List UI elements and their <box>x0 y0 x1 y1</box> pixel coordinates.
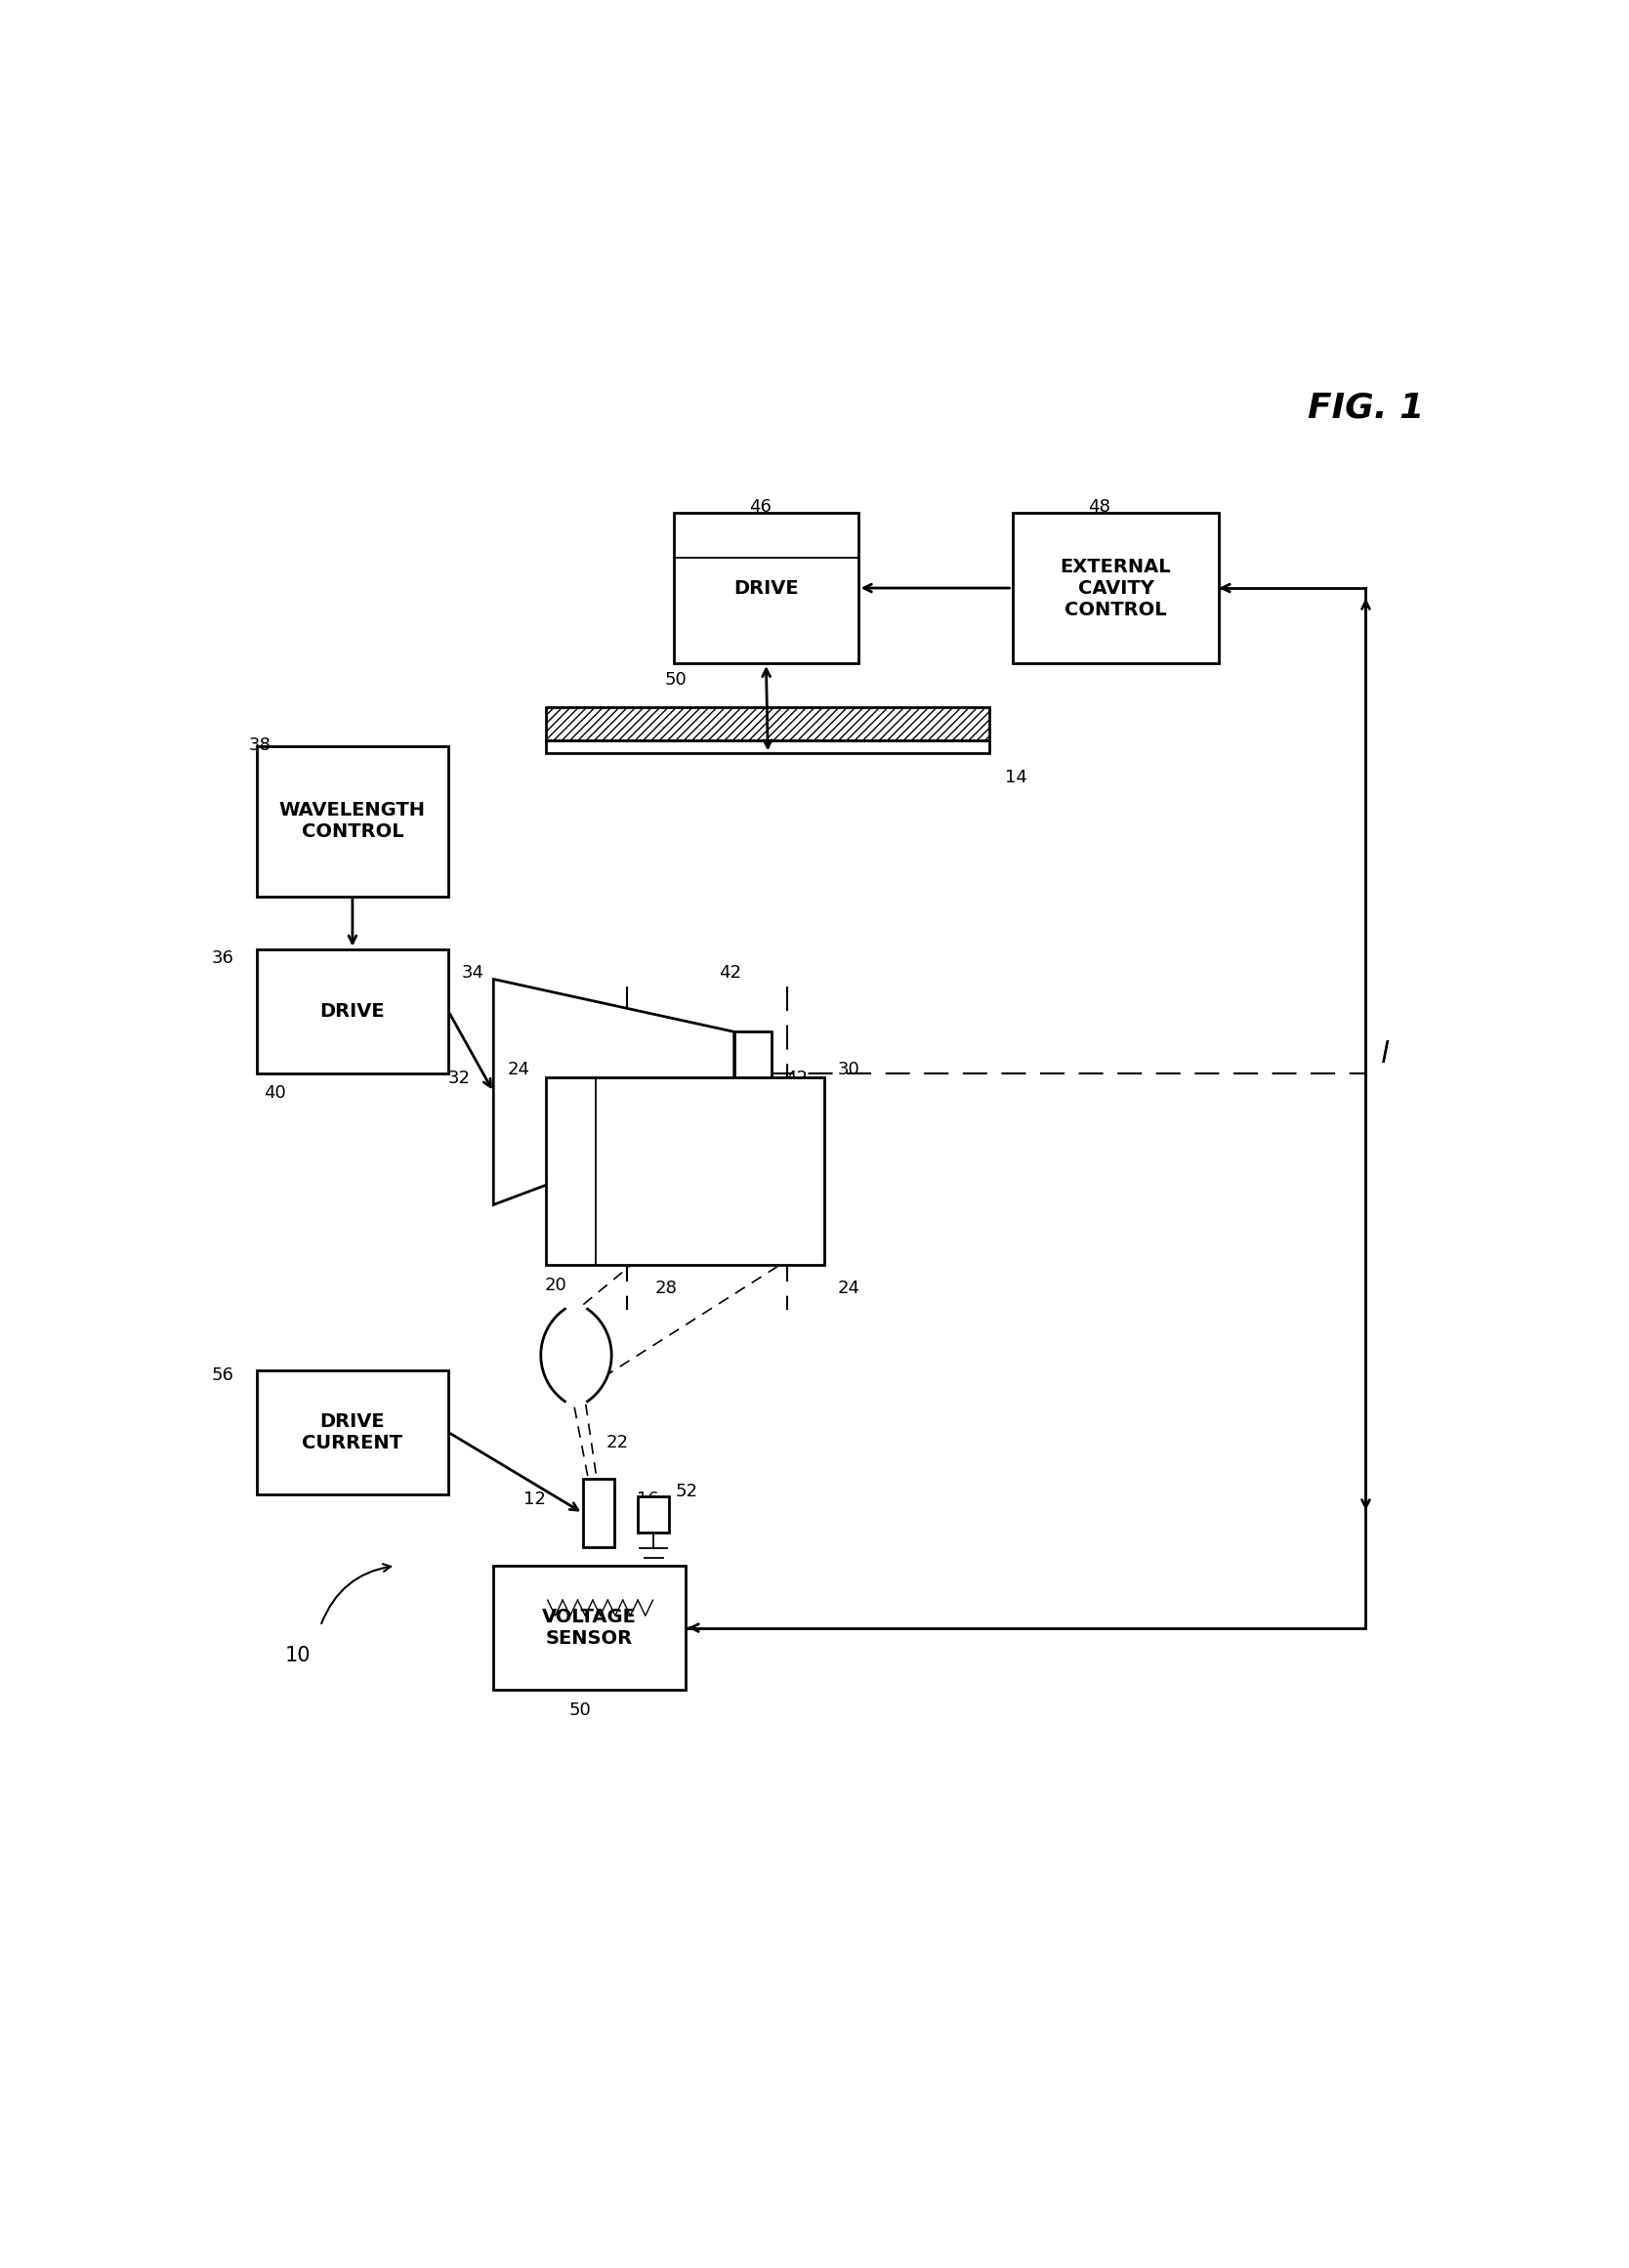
Text: 36: 36 <box>212 948 235 966</box>
Text: 16: 16 <box>637 1490 658 1508</box>
Text: FIG. 1: FIG. 1 <box>1308 390 1424 424</box>
Text: 24: 24 <box>507 1061 529 1077</box>
Text: X: X <box>787 1089 798 1107</box>
Text: 40: 40 <box>264 1084 287 1102</box>
Bar <box>583 1479 614 1547</box>
Text: 20: 20 <box>544 1277 567 1293</box>
Text: EXTERNAL
CAVITY
CONTROL: EXTERNAL CAVITY CONTROL <box>1060 558 1171 619</box>
Bar <box>257 746 448 896</box>
Text: 56: 56 <box>212 1365 235 1383</box>
Bar <box>735 1032 772 1114</box>
Text: 18: 18 <box>554 1642 575 1658</box>
Text: 30: 30 <box>837 1061 860 1077</box>
Text: VOLTAGE
SENSOR: VOLTAGE SENSOR <box>542 1608 637 1649</box>
Text: 12: 12 <box>525 1490 546 1508</box>
Bar <box>547 1588 653 1628</box>
Bar <box>546 742 990 753</box>
Bar <box>494 1565 686 1690</box>
Text: 22: 22 <box>606 1433 629 1452</box>
Text: 42: 42 <box>785 1070 808 1086</box>
Text: 14: 14 <box>1005 769 1028 787</box>
Text: 28: 28 <box>655 1279 678 1297</box>
Text: 32: 32 <box>448 1070 471 1086</box>
Text: DRIVE: DRIVE <box>733 578 798 596</box>
Text: 10: 10 <box>285 1647 311 1665</box>
Text: 54: 54 <box>626 1579 647 1594</box>
Bar <box>546 708 990 742</box>
Text: 46: 46 <box>749 497 772 515</box>
Bar <box>257 1370 448 1495</box>
Text: 50: 50 <box>569 1701 591 1719</box>
Text: 48: 48 <box>1088 497 1109 515</box>
Text: 50: 50 <box>665 671 687 689</box>
Text: 52: 52 <box>676 1483 697 1501</box>
Bar <box>639 1497 670 1533</box>
Polygon shape <box>494 980 735 1204</box>
Text: l: l <box>1381 1041 1390 1068</box>
Text: 38: 38 <box>249 737 272 755</box>
Bar <box>546 1077 824 1266</box>
Text: 42: 42 <box>718 964 741 982</box>
Text: 24: 24 <box>837 1279 860 1297</box>
Bar <box>257 948 448 1073</box>
Bar <box>674 513 858 662</box>
Bar <box>1012 513 1218 662</box>
Text: 34: 34 <box>463 964 484 982</box>
FancyArrowPatch shape <box>321 1565 391 1624</box>
Text: WAVELENGTH
CONTROL: WAVELENGTH CONTROL <box>279 801 425 841</box>
Text: 26: 26 <box>748 1136 771 1152</box>
Text: DRIVE: DRIVE <box>319 1002 384 1021</box>
Polygon shape <box>541 1309 611 1402</box>
Text: DRIVE
CURRENT: DRIVE CURRENT <box>301 1413 402 1452</box>
